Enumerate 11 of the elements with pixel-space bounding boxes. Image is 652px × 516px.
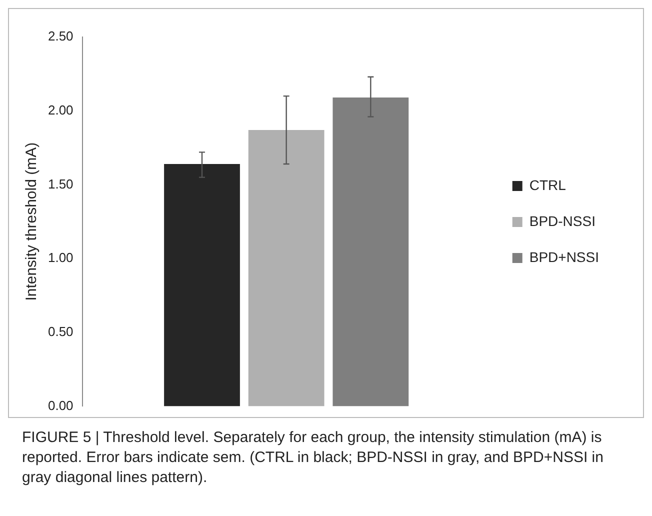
legend-label: BPD-NSSI [529,212,596,229]
caption: FIGURE 5 | Threshold level. Separately for each group, the intensity stimulation (mA) is reported. Error bars indicate sem. (CTRL in black; BPD-NSSI in gray, and BPD+NSSI in gray diagonal lines pattern). [22,428,604,488]
y-tick-label: 0.00 [48,398,74,413]
y-tick-label: 2.50 [48,28,74,44]
legend-label: CTRL [529,176,566,193]
y-axis-title: Intensity threshold (mA) [23,142,40,301]
y-tick-label: 1.00 [48,250,74,266]
y-tick-label: 1.50 [48,176,74,192]
legend-label: BPD+NSSI [529,248,600,265]
y-tick-label: 2.00 [48,102,74,118]
y-tick-label: 0.50 [48,324,74,339]
